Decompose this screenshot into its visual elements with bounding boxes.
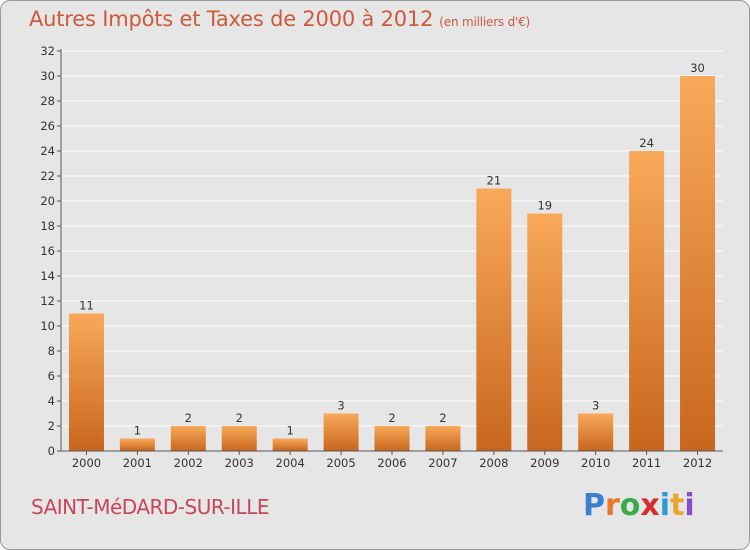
y-tick-label: 22 [40,169,55,183]
bar-value-label: 3 [337,399,344,413]
x-tick-label: 2009 [530,456,559,470]
logo-letter: i [684,488,695,523]
y-tick-label: 8 [48,344,55,358]
bar [527,213,563,451]
commune-name: SAINT-MéDARD-SUR-ILLE [31,495,269,519]
x-tick-label: 2005 [326,456,355,470]
y-tick-label: 28 [40,94,55,108]
x-tick-label: 2000 [72,456,101,470]
bar [629,151,665,451]
bar [578,413,614,451]
y-tick-label: 0 [48,444,55,458]
y-tick-label: 10 [40,319,55,333]
x-tick-label: 2006 [377,456,406,470]
logo-letter: i [659,488,671,523]
bar-value-label: 30 [690,61,705,75]
chart-title: Autres Impôts et Taxes de 2000 à 2012 (en… [29,7,530,31]
logo-letter: r [605,488,620,523]
x-tick-label: 2011 [632,456,661,470]
bar-value-label: 2 [236,411,243,425]
bar-value-label: 19 [537,199,552,213]
y-tick-label: 32 [40,44,55,58]
bar-value-label: 2 [388,411,395,425]
logo-letter: t [670,488,685,523]
bar-value-label: 3 [592,399,599,413]
x-tick-label: 2012 [683,456,712,470]
chart-title-text: Autres Impôts et Taxes de 2000 à 2012 [29,7,434,31]
bar-value-label: 2 [185,411,192,425]
y-tick-label: 14 [40,269,55,283]
x-tick-label: 2008 [479,456,508,470]
logo-letter: o [619,488,641,523]
bar [119,438,155,451]
bar-value-label: 2 [439,411,446,425]
bar [170,426,206,451]
bar [374,426,410,451]
bar [476,188,512,451]
y-tick-label: 30 [40,69,55,83]
x-tick-label: 2010 [581,456,610,470]
bar [425,426,461,451]
bar [680,76,716,451]
x-tick-label: 2007 [428,456,457,470]
y-tick-label: 2 [48,419,55,433]
logo-letter: P [583,488,605,523]
x-tick-label: 2003 [225,456,254,470]
x-tick-label: 2002 [174,456,203,470]
y-tick-label: 24 [40,144,55,158]
chart-subtitle: (en milliers d'€) [439,15,531,29]
logo-letter: x [640,488,660,523]
bar-value-label: 1 [286,424,293,438]
bar [68,313,104,451]
proxiti-logo: Proxiti [583,488,695,523]
y-tick-label: 26 [40,119,55,133]
bar-value-label: 11 [79,299,94,313]
y-tick-label: 20 [40,194,55,208]
bar [221,426,257,451]
y-tick-label: 12 [40,294,55,308]
bar [323,413,359,451]
y-tick-label: 6 [48,369,55,383]
y-tick-label: 16 [40,244,55,258]
y-tick-label: 4 [48,394,55,408]
bar-value-label: 21 [487,174,502,188]
x-tick-label: 2001 [123,456,152,470]
bar [272,438,308,451]
bar-value-label: 24 [639,136,654,150]
x-tick-label: 2004 [276,456,305,470]
bar-value-label: 1 [134,424,141,438]
y-tick-label: 18 [40,219,55,233]
